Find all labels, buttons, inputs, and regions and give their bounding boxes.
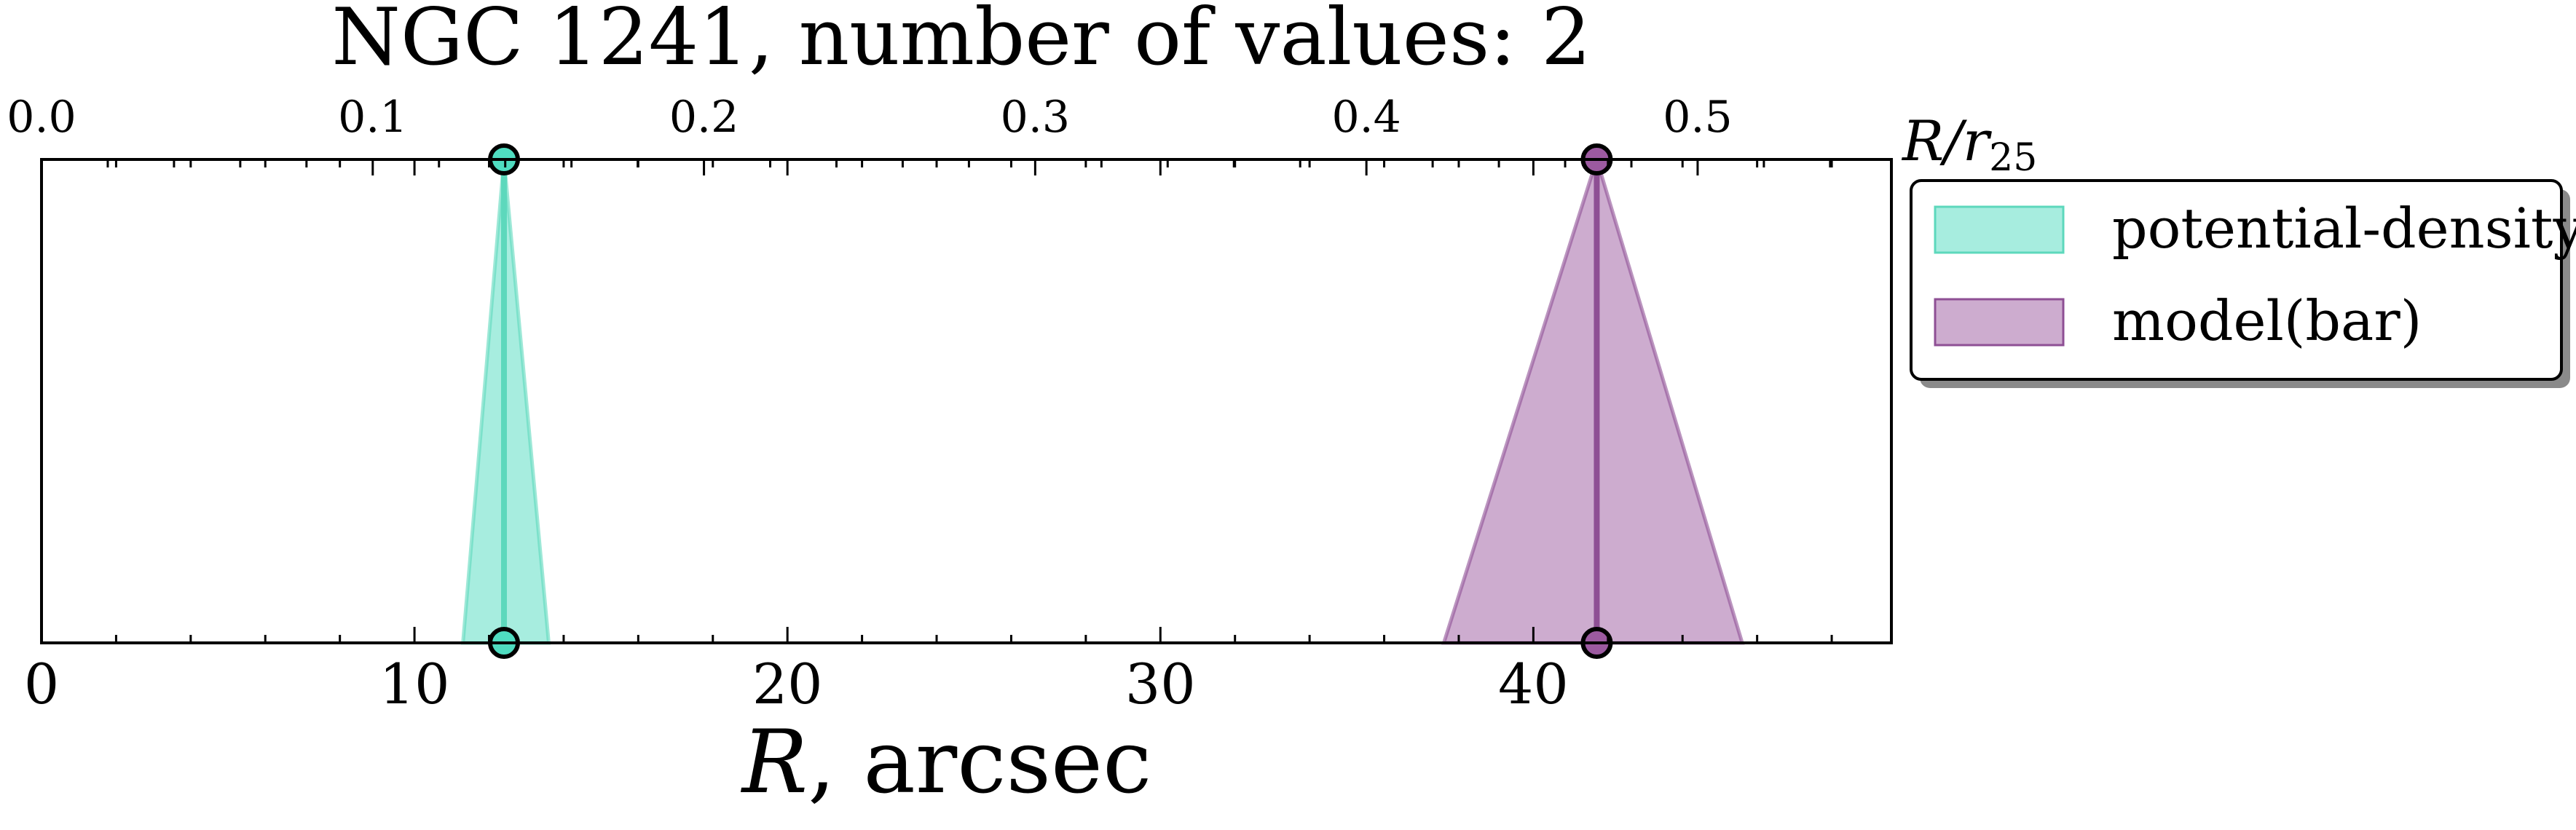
chart-title: NGC 1241, number of values: 2: [331, 0, 1591, 83]
top-tick-label: 0.4: [1331, 92, 1401, 143]
x-axis-label: R, arcsec: [741, 712, 1152, 813]
top-tick-label: 0.2: [669, 92, 738, 143]
legend-box: [1910, 179, 2563, 381]
top-axis-label-main: R/r: [1901, 108, 1993, 173]
bottom-tick-label: 10: [379, 652, 450, 716]
bottom-tick-label: 30: [1125, 652, 1196, 716]
x-axis-label-variable: R: [741, 712, 808, 813]
plot-frame: [40, 158, 1893, 644]
top-axis: 0.0 0.1 0.2 0.3 0.4 0.5: [7, 92, 1832, 175]
top-axis-label: R/r25: [1901, 108, 2037, 180]
legend-label-model-bar: model(bar): [2112, 288, 2422, 353]
bottom-tick-label: 20: [752, 652, 823, 716]
top-tick-label: 0.1: [338, 92, 407, 143]
top-tick-label: 0.3: [1001, 92, 1070, 143]
legend-label-potential-density: potential-density: [2112, 196, 2576, 261]
bottom-tick-label: 0: [24, 652, 59, 716]
legend-swatch-potential-density: [1934, 205, 2065, 254]
bottom-axis: 0 10 20 30 40: [24, 159, 1833, 716]
top-tick-label: 0.5: [1663, 92, 1732, 143]
top-axis-label-subscript: 25: [1989, 136, 2037, 180]
band-layer: [460, 143, 1745, 659]
bottom-tick-label: 40: [1498, 652, 1569, 716]
x-axis-label-unit: , arcsec: [808, 712, 1151, 813]
top-tick-label: 0.0: [7, 92, 76, 143]
legend: potential-density model(bar): [1910, 179, 2576, 388]
legend-swatch-model-bar: [1934, 298, 2065, 347]
band-model-bar: [1441, 153, 1745, 645]
